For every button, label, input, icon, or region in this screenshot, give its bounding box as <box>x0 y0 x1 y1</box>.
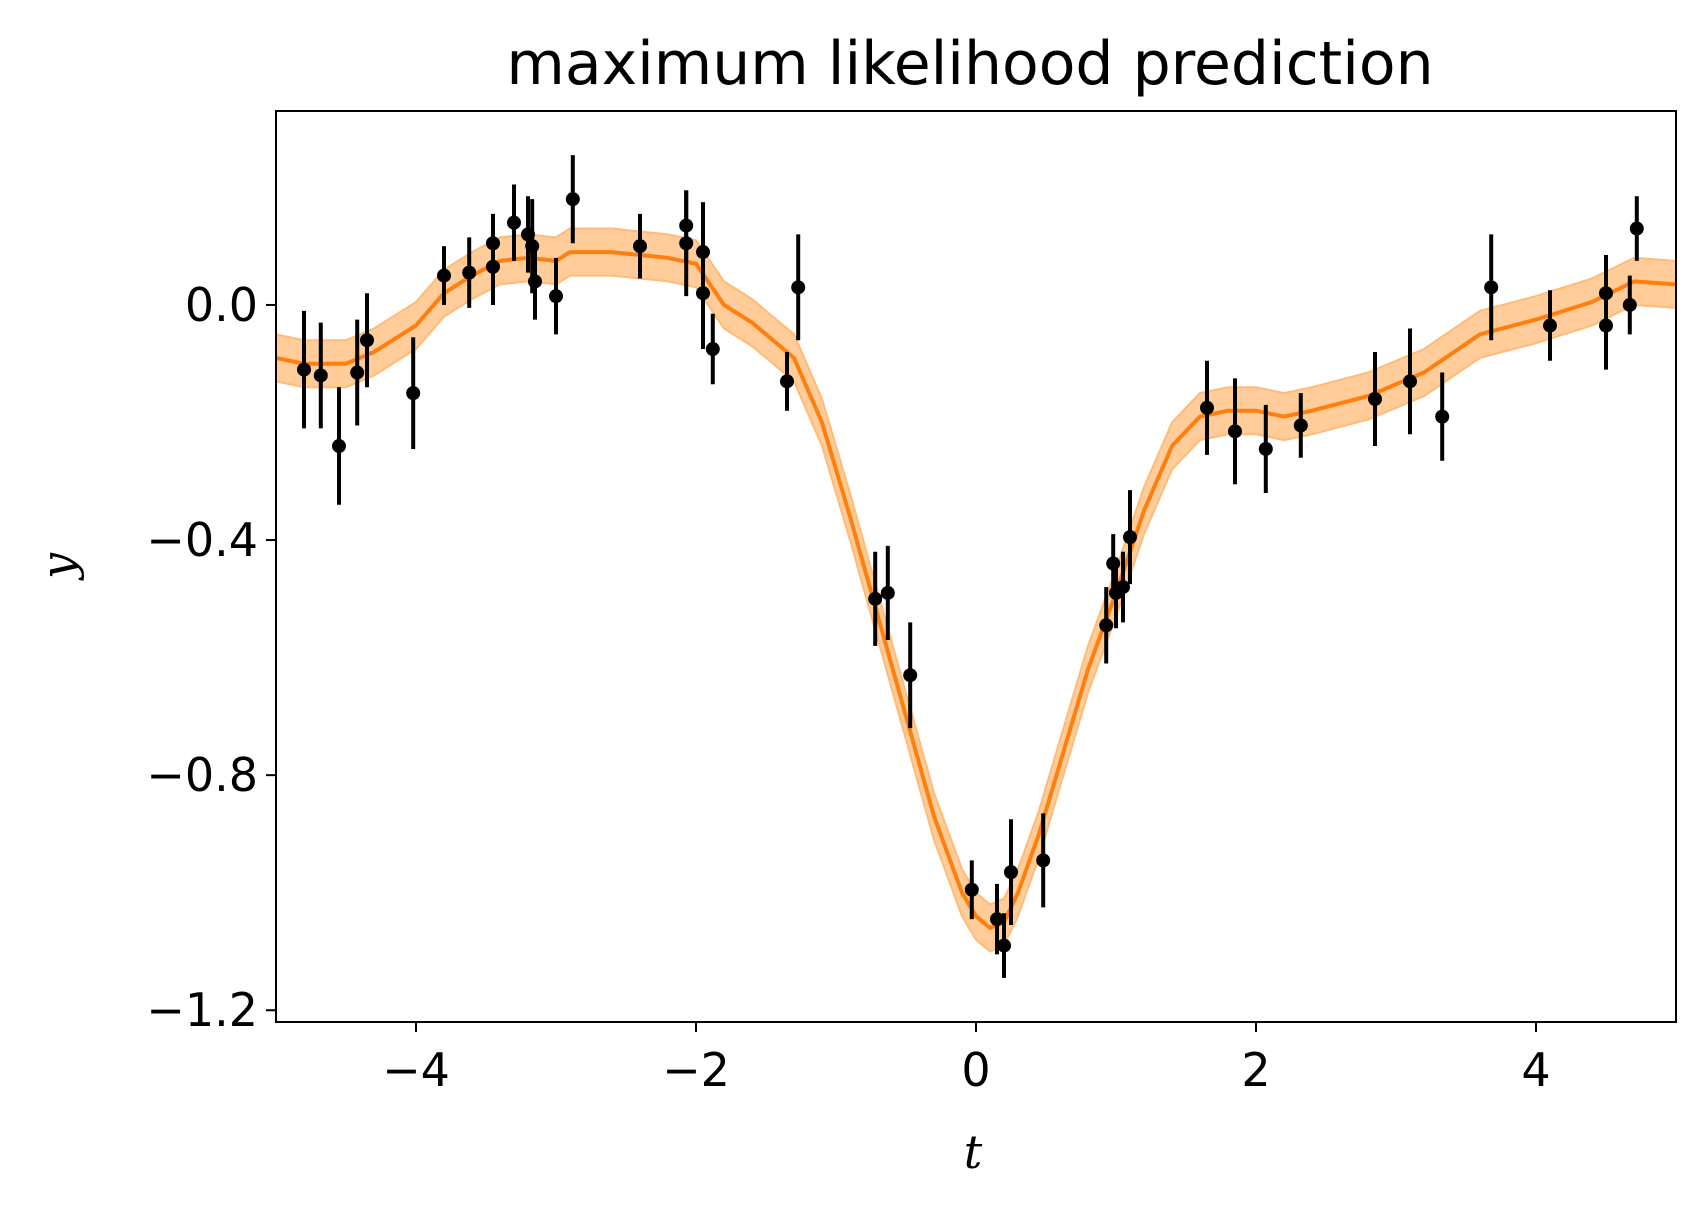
data-point <box>1228 424 1242 439</box>
data-point <box>997 938 1011 953</box>
x-axis: −4 −2 0 2 4 <box>382 1022 1551 1097</box>
x-tick-label: −4 <box>382 1043 450 1097</box>
data-point <box>486 236 500 251</box>
data-point <box>313 368 328 383</box>
data-point <box>1116 580 1130 595</box>
data-point <box>705 342 720 357</box>
data-point <box>528 274 542 289</box>
data-point <box>507 215 521 230</box>
data-point <box>406 386 421 401</box>
data-point <box>868 591 883 606</box>
x-tick-label: −2 <box>662 1043 730 1097</box>
data-point <box>780 374 794 389</box>
data-point <box>437 268 451 283</box>
y-tick-label: 0.0 <box>185 278 258 332</box>
data-point <box>880 585 895 600</box>
data-point <box>350 365 365 380</box>
y-axis-label: y <box>31 552 85 581</box>
y-tick-label: −0.8 <box>146 748 258 802</box>
data-point <box>1258 441 1273 456</box>
data-point <box>903 668 918 683</box>
data-point <box>525 239 540 254</box>
data-point <box>1106 556 1121 571</box>
data-point <box>1403 374 1417 389</box>
data-point <box>1629 221 1644 236</box>
plot-area <box>276 155 1676 978</box>
y-axis: 0.0 −0.4 −0.8 −1.2 <box>146 278 276 1037</box>
data-point <box>1599 286 1613 301</box>
data-point <box>360 333 374 348</box>
data-point <box>332 439 346 454</box>
data-point <box>1484 280 1499 295</box>
data-point <box>633 239 647 254</box>
data-point <box>1622 297 1637 312</box>
data-point <box>1543 318 1557 333</box>
data-point <box>1200 400 1214 415</box>
data-point <box>1004 865 1018 880</box>
data-point <box>696 286 710 301</box>
x-tick-label: 2 <box>1241 1043 1270 1097</box>
data-point <box>679 236 694 251</box>
x-tick-label: 0 <box>961 1043 990 1097</box>
data-point <box>964 882 979 897</box>
data-point <box>565 192 580 207</box>
x-tick-label: 4 <box>1521 1043 1550 1097</box>
data-point <box>990 912 1004 927</box>
data-point <box>1036 853 1051 868</box>
data-point <box>462 265 477 280</box>
data-point <box>297 362 311 377</box>
data-point <box>1435 409 1450 424</box>
data-point <box>791 280 806 295</box>
data-point <box>1368 391 1382 406</box>
data-point <box>1099 618 1114 633</box>
chart-title: maximum likelihood prediction <box>506 29 1433 99</box>
y-tick-label: −1.2 <box>146 983 258 1037</box>
data-point <box>549 289 563 304</box>
x-axis-label: t <box>964 1125 983 1179</box>
y-tick-label: −0.4 <box>146 513 258 567</box>
data-point <box>1123 530 1137 545</box>
prediction-band <box>276 227 1676 953</box>
data-point <box>1293 418 1308 433</box>
